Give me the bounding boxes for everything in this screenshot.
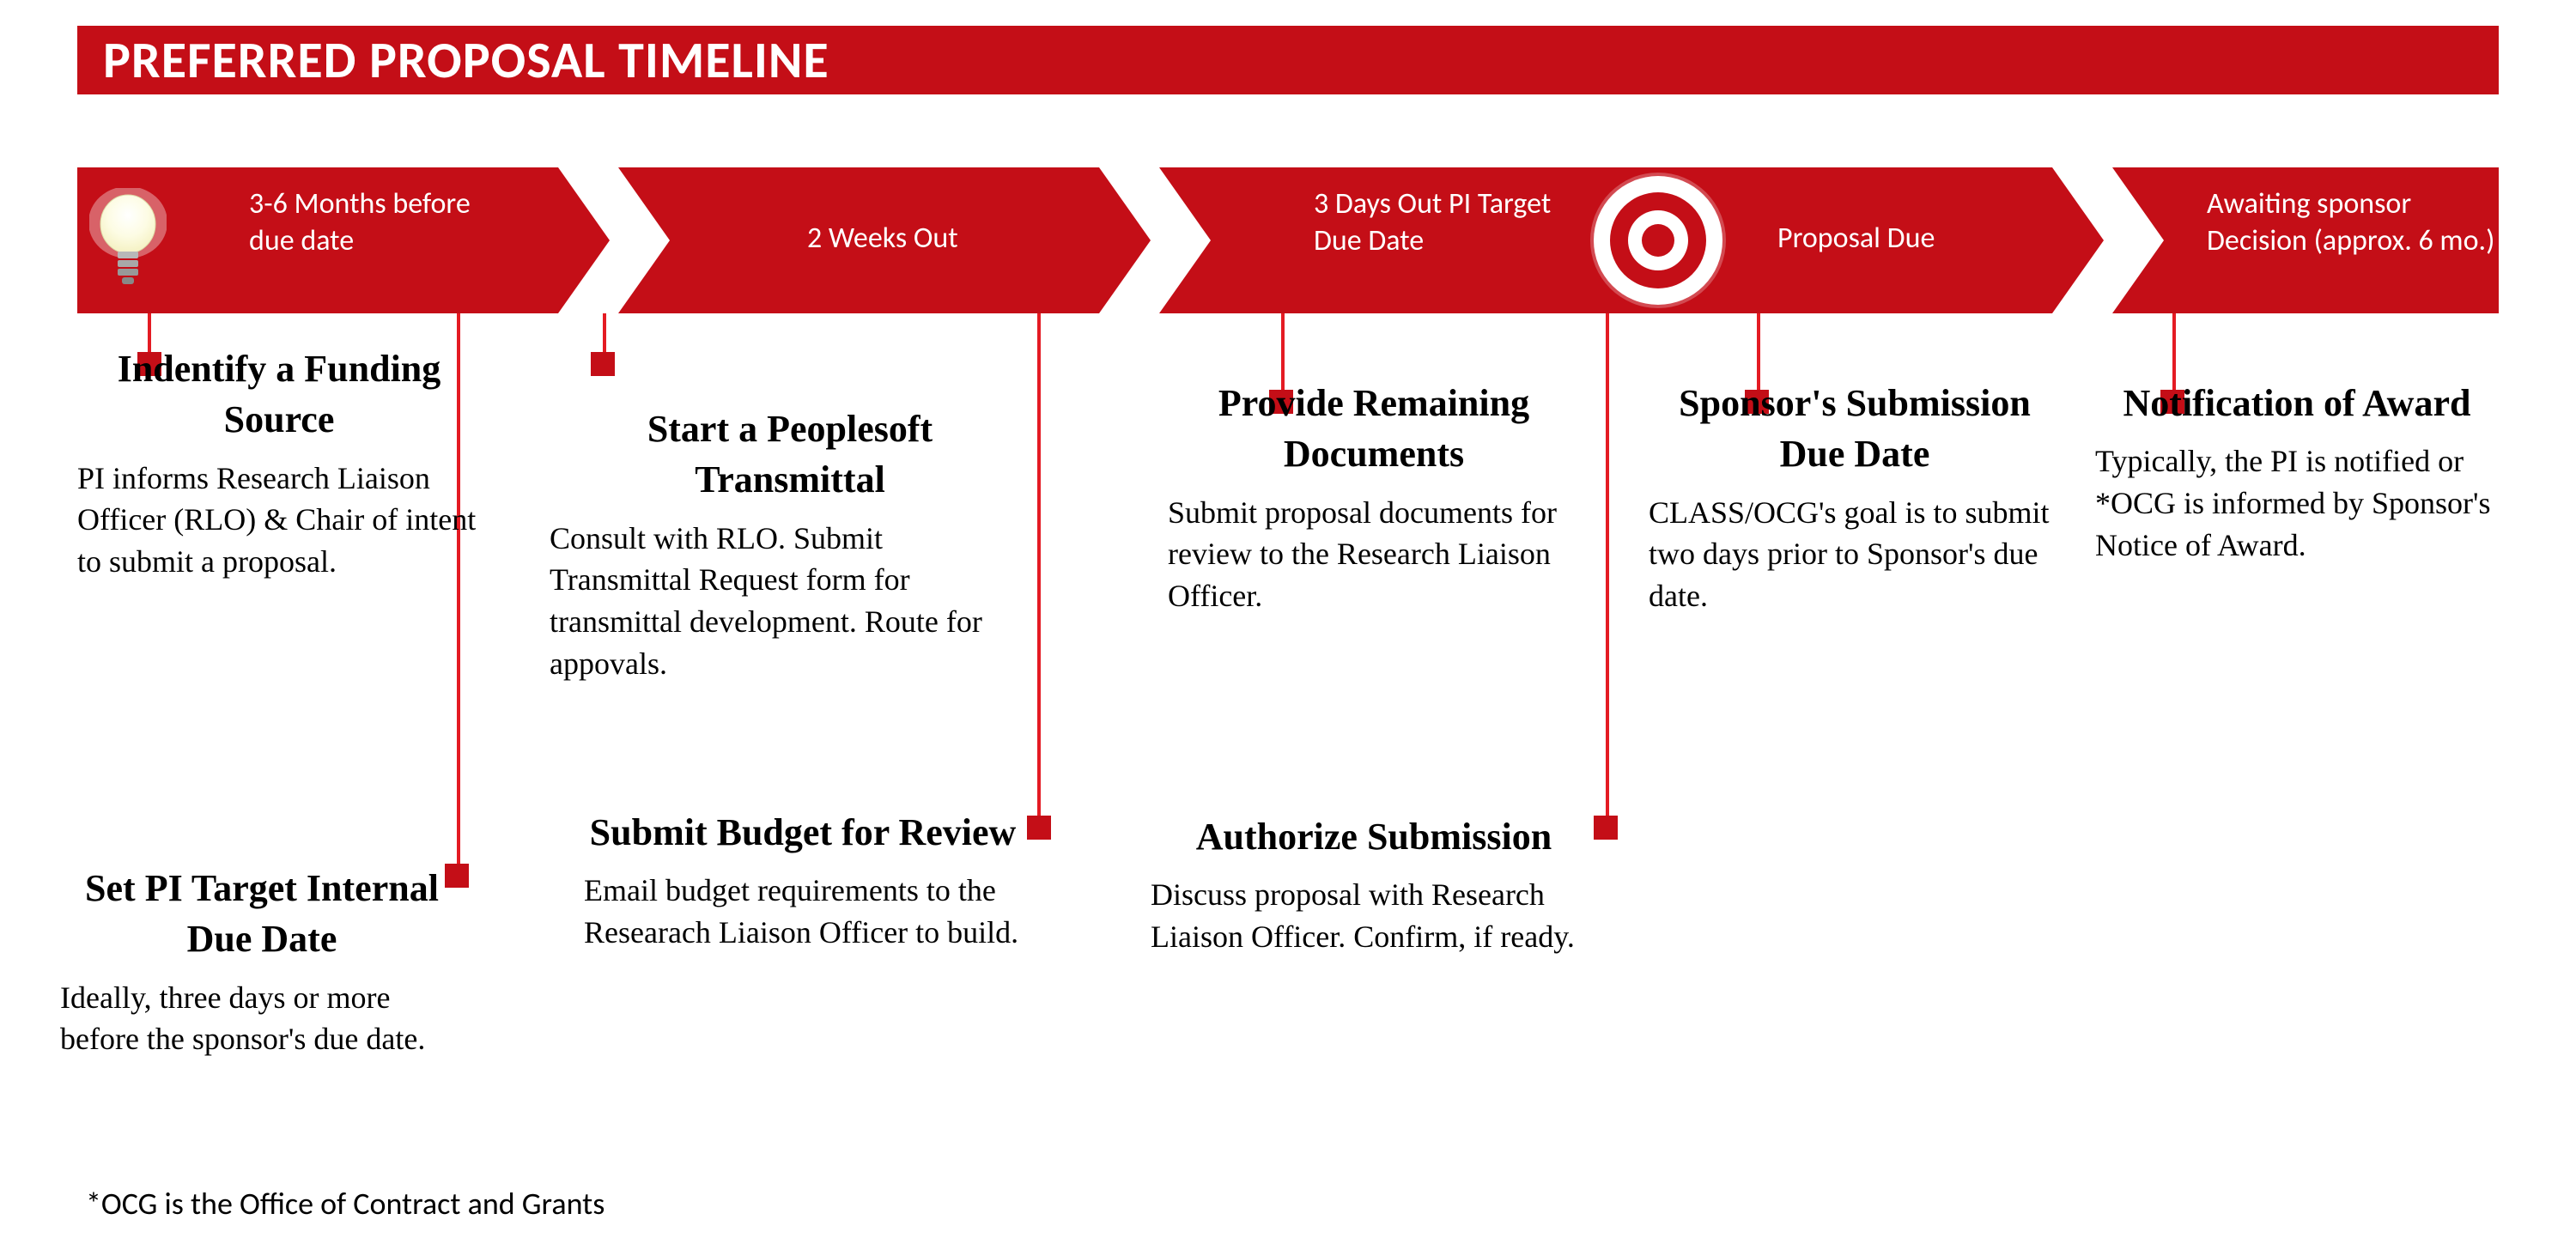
block-heading: Authorize Submission [1151, 811, 1597, 862]
block-heading: Start a Peoplesoft Transmittal [550, 403, 1030, 506]
connector-line [1606, 313, 1609, 828]
block-body: CLASS/OCG's goal is to submit two days p… [1649, 492, 2061, 617]
content-block: Sponsor's Submission Due Date CLASS/OCG's… [1649, 378, 2061, 617]
content-block: Start a Peoplesoft Transmittal Consult wi… [550, 403, 1030, 684]
page-title: PREFERRED PROPOSAL TIMELINE [103, 29, 829, 92]
block-body: Submit proposal documents for review to … [1168, 492, 1580, 617]
timeline-label-5: Awaiting sponsor Decision (approx. 6 mo.… [2207, 186, 2499, 259]
block-heading: Sponsor's Submission Due Date [1649, 378, 2061, 480]
timeline: 3-6 Months before due date 2 Weeks Out 3… [77, 167, 2499, 313]
block-heading: Submit Budget for Review [584, 807, 1022, 858]
connector-square [1594, 816, 1618, 840]
block-heading: Indentify a Funding Source [77, 343, 481, 446]
block-body: Consult with RLO. Submit Transmittal Req… [550, 518, 1030, 684]
block-body: Typically, the PI is notified or *OCG is… [2095, 440, 2499, 566]
lightbulb-icon [89, 188, 167, 291]
content-block: Authorize Submission Discuss proposal wit… [1151, 811, 1597, 958]
block-heading: Notification of Award [2095, 378, 2499, 428]
content-block: Indentify a Funding Source PI informs Res… [77, 343, 481, 583]
connector-square [1027, 816, 1051, 840]
timeline-label-3: 3 Days Out PI Target Due Date [1314, 186, 1589, 259]
content-block: Set PI Target Internal Due Date Ideally, … [60, 863, 464, 1060]
target-icon [1594, 176, 1722, 305]
footnote: *OCG is the Office of Contract and Grant… [86, 1185, 605, 1223]
timeline-label-4: Proposal Due [1777, 221, 2035, 258]
content-block: Submit Budget for Review Email budget req… [584, 807, 1022, 954]
block-body: Email budget requirements to the Researa… [584, 870, 1022, 953]
content-block: Notification of Award Typically, the PI i… [2095, 378, 2499, 566]
content-block: Provide Remaining Documents Submit propos… [1168, 378, 1580, 617]
timeline-label-1: 3-6 Months before due date [249, 186, 472, 259]
block-body: Ideally, three days or more before the s… [60, 977, 464, 1060]
block-body: PI informs Research Liaison Officer (RLO… [77, 458, 481, 583]
connector-square [591, 352, 615, 376]
timeline-label-2: 2 Weeks Out [807, 221, 1065, 258]
block-body: Discuss proposal with Research Liaison O… [1151, 874, 1597, 957]
block-heading: Provide Remaining Documents [1168, 378, 1580, 480]
block-heading: Set PI Target Internal Due Date [60, 863, 464, 965]
connector-line [1037, 313, 1041, 828]
title-bar: PREFERRED PROPOSAL TIMELINE [77, 26, 2499, 94]
